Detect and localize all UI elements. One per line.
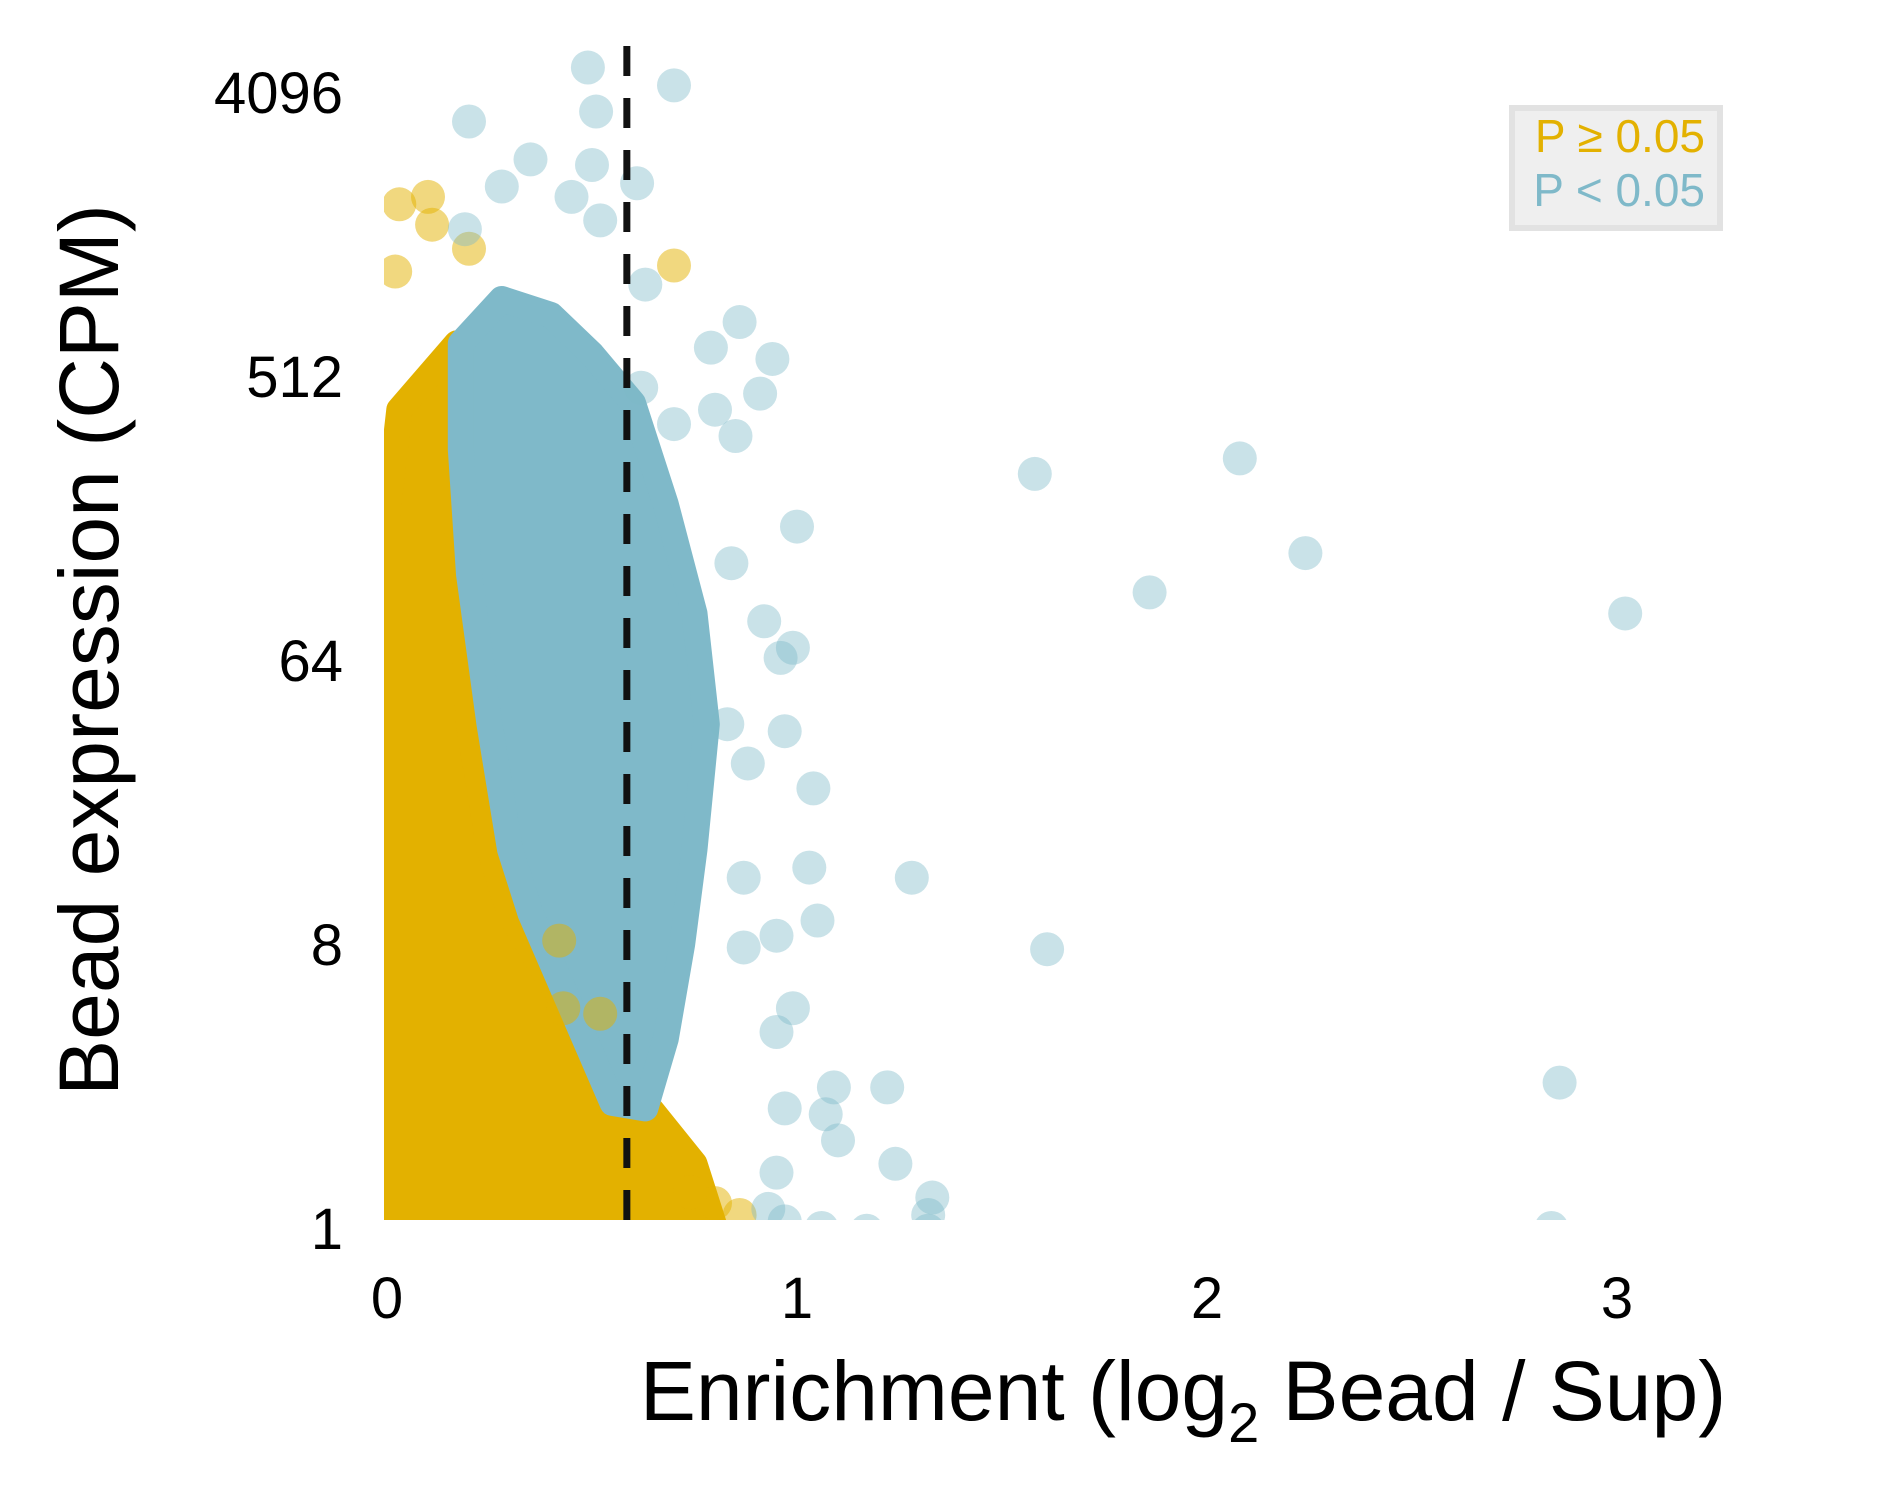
point-significant bbox=[816, 1070, 851, 1105]
point-significant bbox=[657, 407, 691, 442]
point-clouds bbox=[384, 286, 727, 1220]
y-tick-label: 4096 bbox=[214, 61, 343, 126]
point-significant bbox=[730, 746, 765, 781]
point-significant bbox=[570, 50, 605, 85]
point-significant bbox=[894, 860, 929, 895]
point-significant bbox=[513, 142, 548, 177]
cloud-not-significant bbox=[384, 330, 727, 1220]
point-significant bbox=[1017, 456, 1052, 491]
x-axis-ticks: 0 1 2 3 bbox=[371, 1266, 1633, 1331]
y-tick-label: 64 bbox=[278, 629, 343, 694]
point-not-significant bbox=[546, 991, 581, 1026]
y-axis-title: Bead expression (CPM) bbox=[42, 204, 136, 1096]
y-tick-label: 1 bbox=[311, 1197, 343, 1262]
point-significant bbox=[1132, 575, 1167, 610]
point-significant bbox=[759, 1155, 794, 1190]
point-significant bbox=[657, 68, 691, 103]
point-significant bbox=[759, 1015, 794, 1050]
point-significant bbox=[853, 1213, 880, 1220]
point-significant bbox=[775, 630, 810, 665]
point-significant bbox=[710, 707, 745, 742]
point-significant bbox=[747, 604, 782, 639]
data-points bbox=[384, 50, 1643, 1220]
cloud-significant bbox=[447, 286, 720, 1122]
point-significant bbox=[767, 1091, 802, 1126]
x-tick-label: 0 bbox=[371, 1266, 403, 1331]
point-significant bbox=[796, 771, 831, 806]
point-significant bbox=[792, 850, 827, 885]
x-tick-label: 3 bbox=[1601, 1266, 1633, 1331]
point-significant bbox=[447, 212, 482, 247]
x-tick-label: 1 bbox=[781, 1266, 813, 1331]
point-significant bbox=[911, 1197, 946, 1220]
point-significant bbox=[878, 1146, 913, 1181]
point-significant bbox=[915, 1213, 942, 1220]
point-not-significant bbox=[657, 248, 691, 283]
x-axis-title: Enrichment (log2 Bead / Sup) bbox=[640, 1344, 1726, 1454]
point-not-significant bbox=[583, 996, 618, 1031]
point-significant bbox=[624, 370, 659, 405]
point-significant bbox=[800, 903, 835, 938]
point-not-significant bbox=[722, 1197, 757, 1220]
point-significant bbox=[452, 104, 486, 139]
point-significant bbox=[806, 1211, 837, 1220]
point-not-significant bbox=[384, 254, 413, 289]
y-tick-label: 512 bbox=[246, 345, 343, 410]
point-not-significant bbox=[673, 1175, 708, 1210]
point-significant bbox=[767, 714, 802, 749]
point-significant bbox=[698, 392, 732, 427]
point-significant bbox=[722, 305, 757, 340]
point-significant bbox=[1030, 932, 1065, 967]
point-not-significant bbox=[411, 179, 445, 214]
point-significant bbox=[870, 1070, 905, 1105]
point-significant bbox=[743, 376, 778, 411]
point-significant bbox=[714, 546, 749, 581]
point-significant bbox=[726, 930, 761, 965]
point-significant bbox=[693, 330, 728, 365]
legend-entry-significant: P < 0.05 bbox=[1533, 164, 1705, 216]
point-significant bbox=[759, 918, 794, 953]
point-significant bbox=[628, 267, 663, 302]
legend-box bbox=[1509, 105, 1723, 231]
point-significant bbox=[808, 1097, 843, 1132]
point-significant bbox=[579, 94, 614, 129]
point-significant bbox=[1222, 441, 1257, 476]
point-significant bbox=[763, 640, 798, 675]
point-not-significant bbox=[415, 207, 450, 242]
point-significant bbox=[1542, 1065, 1577, 1100]
point-not-significant bbox=[452, 231, 486, 266]
point-significant bbox=[915, 1180, 950, 1215]
legend: P ≥ 0.05 P < 0.05 bbox=[1509, 105, 1723, 231]
point-significant bbox=[583, 203, 618, 238]
point-significant bbox=[554, 179, 589, 214]
point-significant bbox=[767, 1204, 802, 1220]
point-significant bbox=[751, 1191, 786, 1220]
point-not-significant bbox=[542, 923, 577, 958]
point-significant bbox=[755, 341, 790, 376]
point-significant bbox=[484, 169, 519, 204]
legend-entry-not-significant: P ≥ 0.05 bbox=[1535, 110, 1705, 162]
point-significant bbox=[575, 148, 609, 183]
point-significant bbox=[718, 418, 753, 453]
point-significant bbox=[780, 509, 814, 544]
point-significant bbox=[821, 1123, 855, 1158]
point-significant bbox=[1536, 1211, 1567, 1220]
point-significant bbox=[775, 991, 810, 1026]
y-tick-label: 8 bbox=[311, 913, 343, 978]
point-significant bbox=[726, 860, 761, 895]
point-not-significant bbox=[384, 187, 417, 222]
y-axis-ticks: 1 8 64 512 4096 bbox=[214, 61, 343, 1262]
point-significant bbox=[1288, 536, 1323, 571]
point-significant bbox=[1608, 596, 1643, 631]
x-tick-label: 2 bbox=[1191, 1266, 1223, 1331]
